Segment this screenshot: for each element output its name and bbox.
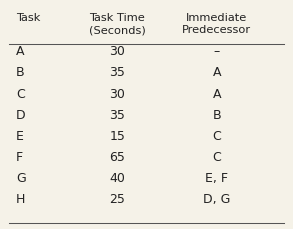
- Text: B: B: [16, 66, 25, 79]
- Text: 30: 30: [109, 45, 125, 58]
- Text: Task: Task: [16, 13, 40, 22]
- Text: 40: 40: [109, 172, 125, 184]
- Text: 65: 65: [109, 150, 125, 163]
- Text: –: –: [214, 45, 220, 58]
- Text: 35: 35: [109, 108, 125, 121]
- Text: D: D: [16, 108, 26, 121]
- Text: 35: 35: [109, 66, 125, 79]
- Text: C: C: [212, 150, 221, 163]
- Text: 30: 30: [109, 87, 125, 100]
- Text: Immediate
Predecessor: Immediate Predecessor: [182, 13, 251, 35]
- Text: E, F: E, F: [205, 172, 228, 184]
- Text: C: C: [212, 129, 221, 142]
- Text: H: H: [16, 193, 25, 205]
- Text: E: E: [16, 129, 24, 142]
- Text: Task Time
(Seconds): Task Time (Seconds): [89, 13, 146, 35]
- Text: C: C: [16, 87, 25, 100]
- Text: D, G: D, G: [203, 193, 231, 205]
- Text: A: A: [16, 45, 25, 58]
- Text: B: B: [212, 108, 221, 121]
- Text: G: G: [16, 172, 26, 184]
- Text: 15: 15: [109, 129, 125, 142]
- Text: A: A: [212, 87, 221, 100]
- Text: A: A: [212, 66, 221, 79]
- Text: F: F: [16, 150, 23, 163]
- Text: 25: 25: [109, 193, 125, 205]
